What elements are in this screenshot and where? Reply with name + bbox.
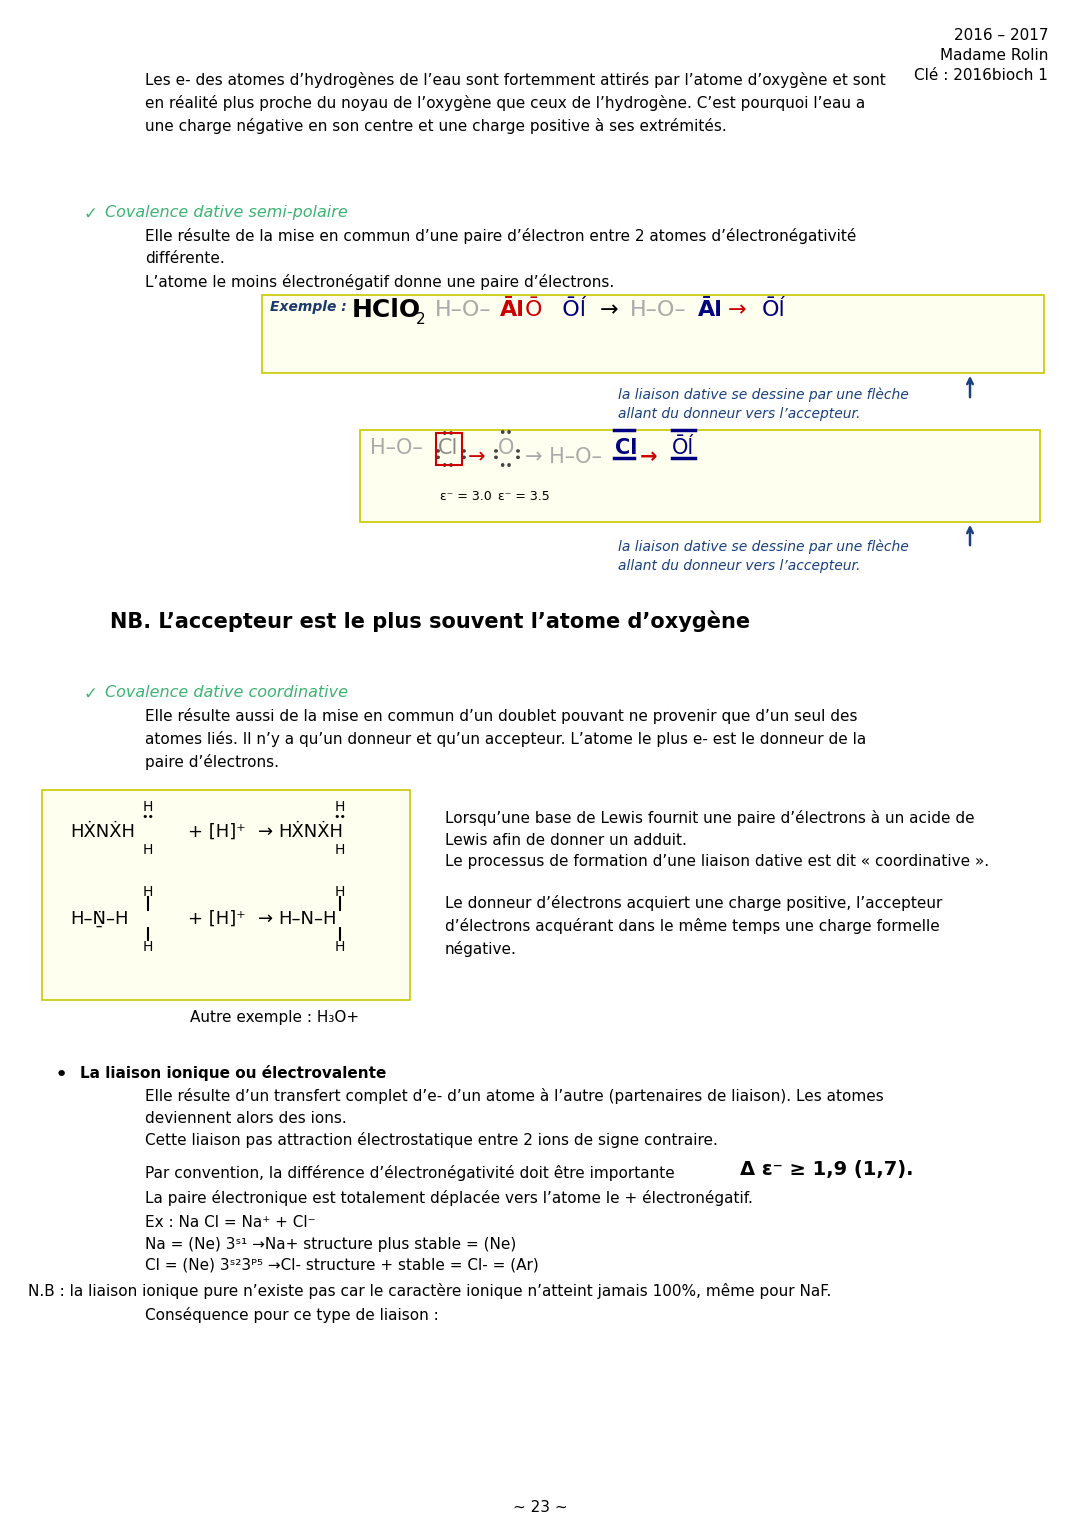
Text: HẊNẊH: HẊNẊH (70, 823, 135, 841)
Text: Āl: Āl (698, 299, 723, 321)
Text: NB. L’accepteur est le plus souvent l’atome d’oxygène: NB. L’accepteur est le plus souvent l’at… (110, 609, 751, 632)
Text: Ōĺ: Ōĺ (672, 438, 694, 458)
Text: L’atome le moins électronégatif donne une paire d’électrons.: L’atome le moins électronégatif donne un… (145, 273, 615, 290)
Text: H: H (335, 886, 346, 899)
Text: 2: 2 (416, 312, 426, 327)
Bar (360, 431, 1040, 522)
Text: ••: •• (334, 812, 347, 822)
Text: N.B : la liaison ionique pure n’existe pas car le caractère ionique n’atteint ja: N.B : la liaison ionique pure n’existe p… (28, 1283, 832, 1299)
Text: Les e- des atomes d’hydrogènes de l’eau sont fortemment attirés par l’atome d’ox: Les e- des atomes d’hydrogènes de l’eau … (145, 72, 886, 134)
Text: Na = (Ne) 3ˢ¹ →Na+ structure plus stable = (Ne): Na = (Ne) 3ˢ¹ →Na+ structure plus stable… (145, 1237, 516, 1252)
Text: 2016 – 2017: 2016 – 2017 (954, 27, 1048, 43)
Text: ••: •• (490, 444, 503, 458)
Text: ••: •• (141, 812, 154, 822)
Text: Covalence dative coordinative: Covalence dative coordinative (105, 686, 348, 699)
Text: → H–O–: → H–O– (525, 447, 602, 467)
Text: Cl: Cl (438, 438, 458, 458)
Text: Ex : Na Cl = Na⁺ + Cl⁻: Ex : Na Cl = Na⁺ + Cl⁻ (145, 1215, 315, 1231)
Text: ••: •• (498, 460, 513, 473)
Text: la liaison dative se dessine par une flèche
allant du donneur vers l’accepteur.: la liaison dative se dessine par une flè… (618, 541, 908, 573)
Text: La liaison ionique ou électrovalente: La liaison ionique ou électrovalente (80, 1064, 387, 1081)
Text: ••: •• (512, 444, 525, 458)
Text: H: H (335, 800, 346, 814)
Text: Clé : 2016bioch 1: Clé : 2016bioch 1 (914, 69, 1048, 82)
Text: + [H]⁺: + [H]⁺ (188, 823, 245, 841)
Text: H–Ṉ̈–H: H–Ṉ̈–H (70, 910, 129, 928)
Text: H: H (335, 843, 346, 857)
Text: Elle résulte d’un transfert complet d’e- d’un atome à l’autre (partenaires de li: Elle résulte d’un transfert complet d’e-… (145, 1089, 883, 1125)
Text: ••: •• (498, 428, 513, 440)
Text: H–N–H: H–N–H (278, 910, 337, 928)
Text: Elle résulte aussi de la mise en commun d’un doublet pouvant ne provenir que d’u: Elle résulte aussi de la mise en commun … (145, 709, 866, 770)
Text: Ōĺ: Ōĺ (548, 299, 586, 321)
Text: HẊNẊH: HẊNẊH (278, 823, 343, 841)
Text: Cette liaison pas attraction électrostatique entre 2 ions de signe contraire.: Cette liaison pas attraction électrostat… (145, 1132, 718, 1148)
Text: H–O–: H–O– (435, 299, 491, 321)
Text: HClO: HClO (352, 298, 421, 322)
Text: Par convention, la différence d’électronégativité doit être importante: Par convention, la différence d’électron… (145, 1165, 675, 1180)
Text: ε⁻ = 3.5: ε⁻ = 3.5 (498, 490, 550, 502)
Text: Cl = (Ne) 3ˢ²3ᴾ⁵ →Cl- structure + stable = Cl- = (Ar): Cl = (Ne) 3ˢ²3ᴾ⁵ →Cl- structure + stable… (145, 1258, 539, 1274)
Text: Ō: Ō (525, 299, 542, 321)
Text: Ōĺ: Ōĺ (762, 299, 786, 321)
Text: O: O (498, 438, 514, 458)
Bar (42, 789, 410, 1000)
Text: Conséquence pour ce type de liaison :: Conséquence pour ce type de liaison : (145, 1307, 438, 1322)
Text: •: • (55, 1064, 68, 1086)
Bar (436, 434, 462, 466)
Text: Elle résulte de la mise en commun d’une paire d’électron entre 2 atomes d’électr: Elle résulte de la mise en commun d’une … (145, 228, 856, 266)
Text: ~ 23 ~: ~ 23 ~ (513, 1500, 567, 1515)
Text: la liaison dative se dessine par une flèche
allant du donneur vers l’accepteur.: la liaison dative se dessine par une flè… (618, 388, 908, 421)
Text: Madame Rolin: Madame Rolin (940, 47, 1048, 63)
Text: ••: •• (440, 428, 455, 441)
Text: →: → (600, 299, 619, 321)
Text: H: H (143, 886, 153, 899)
Text: Āl: Āl (500, 299, 525, 321)
Text: Δ ε⁻ ≥ 1,9 (1,7).: Δ ε⁻ ≥ 1,9 (1,7). (740, 1161, 914, 1179)
Text: ••: •• (458, 444, 471, 458)
Text: La paire électronique est totalement déplacée vers l’atome le + électronégatif.: La paire électronique est totalement dép… (145, 1190, 753, 1206)
Text: + [H]⁺: + [H]⁺ (188, 910, 245, 928)
Text: H: H (143, 800, 153, 814)
Text: Lorsqu’une base de Lewis fournit une paire d’électrons à un acide de
Lewis afin : Lorsqu’une base de Lewis fournit une pai… (445, 809, 989, 869)
Text: ••: •• (432, 444, 445, 458)
Text: ε⁻ = 3.0: ε⁻ = 3.0 (440, 490, 491, 502)
Text: Cl: Cl (615, 438, 637, 458)
Text: →: → (258, 823, 273, 841)
Text: H–O–: H–O– (370, 438, 422, 458)
Text: ✓: ✓ (83, 686, 97, 702)
Text: ••: •• (440, 460, 455, 473)
Text: ✓: ✓ (83, 205, 97, 223)
Text: H: H (143, 941, 153, 954)
Text: Le donneur d’électrons acquiert une charge positive, l’accepteur
d’électrons acq: Le donneur d’électrons acquiert une char… (445, 895, 943, 957)
Text: H: H (335, 941, 346, 954)
Text: Autre exemple : H₃O+: Autre exemple : H₃O+ (190, 1009, 360, 1025)
Text: →: → (640, 447, 658, 467)
Text: →: → (258, 910, 273, 928)
Text: Exemple :: Exemple : (270, 299, 347, 315)
Text: Covalence dative semi-polaire: Covalence dative semi-polaire (105, 205, 348, 220)
Text: H: H (143, 843, 153, 857)
Text: →: → (468, 447, 486, 467)
Text: →: → (728, 299, 746, 321)
Bar (262, 295, 1044, 373)
Text: H–O–: H–O– (630, 299, 687, 321)
